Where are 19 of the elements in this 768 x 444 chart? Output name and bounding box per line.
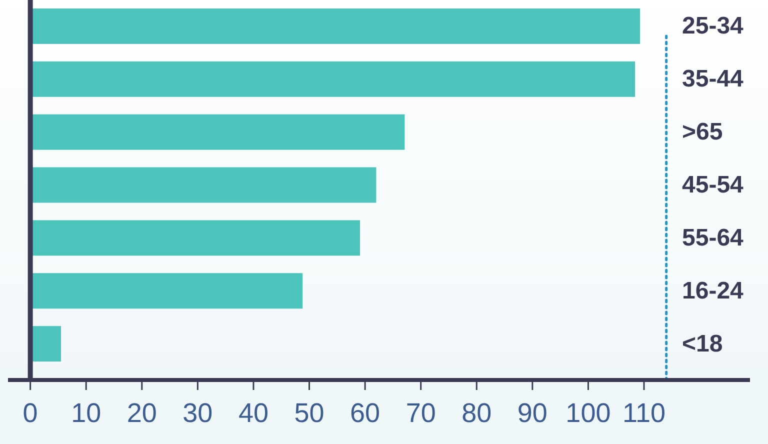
x-tick-label: 20 [126,398,157,428]
y-tick-label: 25-34 [682,12,744,40]
x-tick-label: 30 [182,398,213,428]
x-tick-label: 70 [406,398,436,428]
x-tick-label: 80 [462,398,492,428]
x-tick-label: 60 [350,398,380,428]
y-tick-label: <18 [682,330,723,358]
y-tick-label: >65 [682,118,723,146]
x-tick-label: 10 [71,398,102,428]
x-tick-label: 100 [566,398,611,428]
y-tick-label: 45-54 [682,172,744,198]
y-tick-label: 16-24 [682,277,744,304]
x-tick-label: 50 [294,398,324,428]
x-tick-label: 0 [22,398,38,428]
y-tick-label: 55-64 [682,224,744,252]
x-tick-label: 90 [517,398,548,428]
y-tick-label: 35-44 [682,66,744,93]
x-tick-label: 110 [622,398,666,428]
x-tick-label: 40 [238,398,268,428]
